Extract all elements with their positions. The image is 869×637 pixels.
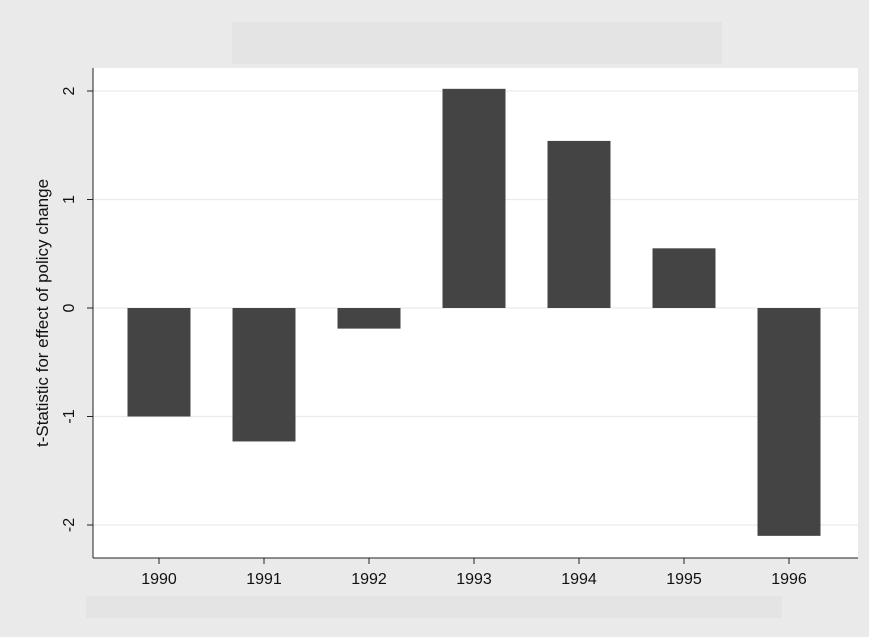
x-tick-label: 1992 [351,571,387,588]
title-band [232,22,722,64]
bar-1990 [127,308,191,417]
y-tick-label: 0 [61,303,78,312]
bar-1992 [337,308,401,329]
y-tick-label: 2 [61,86,78,95]
y-axis-label: t-Statistic for effect of policy change [33,179,52,447]
x-tick-label: 1991 [246,571,282,588]
bar-1994 [547,140,611,308]
x-tick-label: 1990 [141,571,177,588]
note-band [86,596,782,618]
y-tick-label: -1 [61,409,78,423]
bar-1991 [232,308,296,442]
x-tick-label: 1996 [771,571,807,588]
y-tick-label: -2 [61,518,78,532]
x-tick-label: 1994 [561,571,597,588]
bar-1993 [442,88,506,308]
y-tick-label: 1 [61,195,78,204]
bar-1995 [652,248,716,308]
x-axis-ticks: 1990 1991 1992 1993 1994 1995 1996 [141,558,807,588]
bar-1996 [757,308,821,536]
y-axis-ticks: -2 -1 0 1 2 [61,86,93,532]
bars [127,88,821,536]
x-tick-label: 1995 [666,571,702,588]
x-tick-label: 1993 [456,571,492,588]
